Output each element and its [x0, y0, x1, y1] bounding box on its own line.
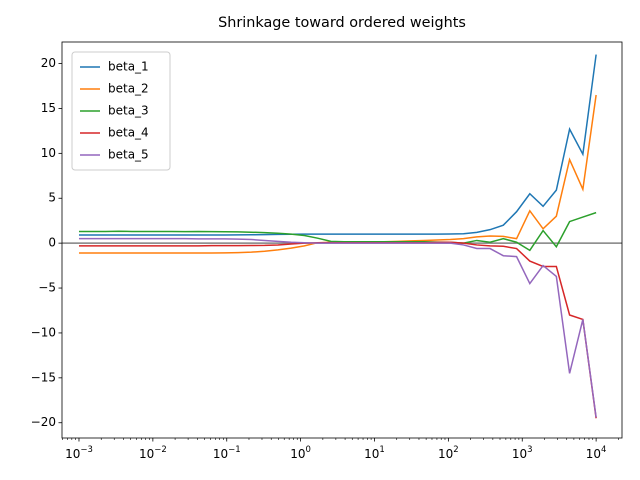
x-tick-base: 10	[139, 447, 154, 461]
x-tick-exponent: −3	[80, 445, 93, 455]
x-tick-label: 101	[364, 445, 385, 461]
x-tick-exponent: 2	[453, 445, 458, 455]
x-tick-exponent: 1	[379, 445, 384, 455]
y-tick-label: −15	[31, 370, 56, 384]
y-tick-label: 20	[41, 56, 56, 70]
x-tick-base: 10	[586, 447, 601, 461]
series-line	[78, 237, 597, 418]
x-tick-base: 10	[213, 447, 228, 461]
y-tick-label: −5	[38, 281, 56, 295]
x-tick-base: 10	[290, 447, 305, 461]
chart-title: Shrinkage toward ordered weights	[218, 15, 466, 31]
y-tick-label: 10	[41, 146, 56, 160]
y-tick-label: 15	[41, 101, 56, 115]
x-tick-label: 104	[586, 445, 607, 461]
x-tick-label: 10−2	[139, 445, 167, 461]
series-line	[78, 54, 597, 236]
x-tick-base: 10	[364, 447, 379, 461]
legend-box	[71, 51, 171, 171]
x-tick-label: 102	[438, 445, 459, 461]
legend-label: beta_5	[108, 148, 149, 162]
x-tick-exponent: 0	[306, 445, 311, 455]
x-tick-exponent: −2	[154, 445, 167, 455]
y-tick-label: −20	[31, 415, 56, 429]
y-tick-label: −10	[31, 325, 56, 339]
y-tick-label: 5	[48, 191, 56, 205]
x-tick-label: 103	[512, 445, 533, 461]
x-tick-label: 10−3	[65, 445, 93, 461]
x-tick-exponent: 4	[601, 445, 606, 455]
x-tick-base: 10	[438, 447, 453, 461]
y-tick-label: 0	[48, 236, 56, 250]
series-line	[78, 211, 597, 252]
x-tick-exponent: −1	[228, 445, 241, 455]
legend-label: beta_1	[108, 60, 149, 74]
x-tick-base: 10	[65, 447, 80, 461]
legend-label: beta_4	[108, 126, 149, 140]
legend-label: beta_2	[108, 82, 149, 96]
x-tick-base: 10	[512, 447, 527, 461]
x-tick-label: 10−1	[213, 445, 241, 461]
legend-label: beta_3	[108, 104, 149, 118]
plot-frame	[61, 41, 623, 439]
x-tick-label: 100	[290, 445, 311, 461]
x-tick-exponent: 3	[527, 445, 532, 455]
